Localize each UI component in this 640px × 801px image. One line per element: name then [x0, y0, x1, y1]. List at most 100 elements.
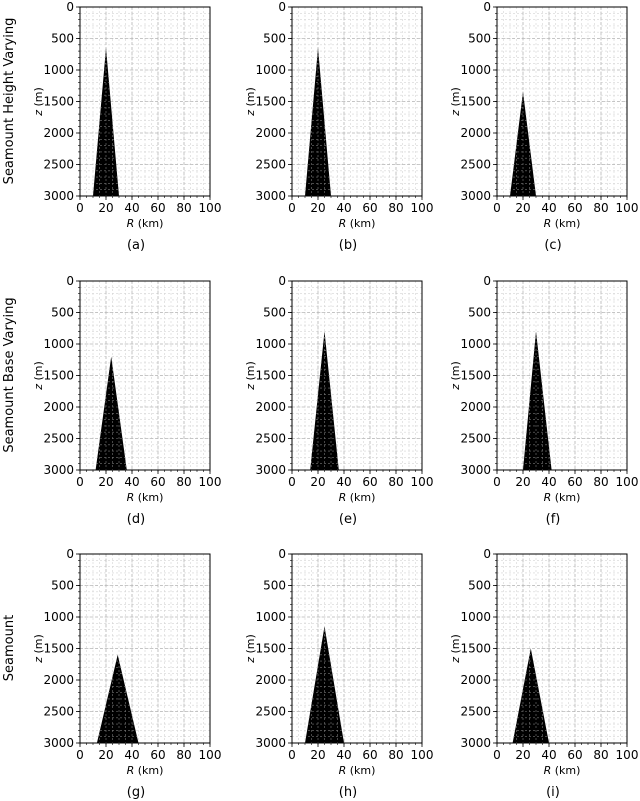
x-tick-label: 100	[616, 475, 639, 489]
y-tick-label: 500	[51, 306, 74, 320]
y-tick-label: 3000	[255, 736, 286, 750]
y-tick-label: 1000	[255, 337, 286, 351]
y-tick-label: 0	[483, 547, 491, 561]
x-tick-label: 20	[310, 748, 325, 762]
y-tick-label: 0	[66, 547, 74, 561]
x-tick-label: 0	[76, 201, 84, 215]
y-axis-label: z (m)	[449, 634, 462, 664]
y-tick-label: 500	[263, 579, 286, 593]
y-tick-label: 2500	[255, 705, 286, 719]
panel-label: (c)	[544, 238, 561, 253]
x-tick-label: 20	[310, 475, 325, 489]
y-tick-label: 500	[468, 306, 491, 320]
x-tick-label: 40	[336, 748, 351, 762]
y-tick-label: 1000	[255, 610, 286, 624]
y-axis-label-symbol: z	[449, 384, 462, 391]
x-axis-label: R (km)	[127, 217, 164, 230]
x-tick-label: 40	[541, 201, 556, 215]
x-axis-label-unit: (km)	[551, 217, 580, 230]
x-tick-label: 20	[515, 748, 530, 762]
x-axis-label-symbol: R	[127, 491, 135, 504]
y-tick-label: 3000	[43, 189, 74, 203]
panel-label: (d)	[127, 512, 145, 527]
y-tick-label: 0	[66, 274, 74, 288]
seamount-shape	[93, 47, 119, 197]
x-tick-label: 80	[388, 748, 403, 762]
x-tick-label: 20	[98, 475, 113, 489]
x-tick-label: 60	[567, 475, 582, 489]
x-tick-label: 40	[124, 475, 139, 489]
y-tick-label: 0	[483, 0, 491, 14]
y-tick-label: 1500	[255, 95, 286, 109]
x-tick-label: 20	[310, 201, 325, 215]
y-axis-label-unit: (m)	[449, 87, 462, 110]
y-tick-label: 2000	[460, 400, 491, 414]
x-tick-label: 100	[411, 748, 434, 762]
x-tick-label: 80	[593, 201, 608, 215]
seamount-shape	[512, 648, 549, 743]
y-tick-label: 500	[263, 32, 286, 46]
y-tick-label: 1500	[43, 642, 74, 656]
x-tick-label: 20	[98, 201, 113, 215]
x-tick-label: 20	[515, 475, 530, 489]
x-tick-label: 20	[98, 748, 113, 762]
y-tick-label: 1500	[460, 95, 491, 109]
x-tick-label: 0	[493, 748, 501, 762]
y-tick-label: 3000	[255, 463, 286, 477]
x-axis-label: R (km)	[544, 764, 581, 777]
y-tick-label: 0	[278, 274, 286, 288]
panel-label: (g)	[127, 785, 145, 800]
x-tick-label: 80	[388, 475, 403, 489]
x-axis-label: R (km)	[339, 491, 376, 504]
x-tick-label: 0	[288, 748, 296, 762]
y-axis-label: z (m)	[244, 87, 257, 117]
y-axis-label-unit: (m)	[32, 361, 45, 384]
x-tick-label: 0	[493, 475, 501, 489]
y-tick-label: 1500	[255, 369, 286, 383]
y-tick-label: 500	[51, 579, 74, 593]
y-axis-label: z (m)	[32, 634, 45, 664]
x-tick-label: 60	[362, 475, 377, 489]
y-tick-label: 3000	[43, 736, 74, 750]
x-tick-label: 40	[541, 748, 556, 762]
x-axis-label-unit: (km)	[346, 764, 375, 777]
y-axis-label-unit: (m)	[32, 87, 45, 110]
y-tick-label: 3000	[460, 736, 491, 750]
x-axis-label-symbol: R	[339, 764, 347, 777]
x-tick-label: 40	[541, 475, 556, 489]
x-axis-label-unit: (km)	[346, 491, 375, 504]
x-axis-label: R (km)	[339, 764, 376, 777]
x-axis-label-symbol: R	[339, 491, 347, 504]
y-tick-label: 2000	[255, 673, 286, 687]
y-tick-label: 2500	[460, 432, 491, 446]
x-tick-label: 60	[567, 748, 582, 762]
x-tick-label: 60	[150, 748, 165, 762]
y-axis-label-symbol: z	[32, 657, 45, 664]
x-tick-label: 60	[150, 475, 165, 489]
panel-label: (b)	[339, 238, 357, 253]
x-axis-label: R (km)	[339, 217, 376, 230]
y-tick-label: 2500	[43, 705, 74, 719]
x-tick-label: 0	[288, 475, 296, 489]
y-tick-label: 2500	[460, 158, 491, 172]
y-axis-label-symbol: z	[244, 657, 257, 664]
y-tick-label: 1500	[255, 642, 286, 656]
y-tick-label: 1500	[460, 642, 491, 656]
y-tick-label: 500	[51, 32, 74, 46]
y-tick-label: 1500	[43, 369, 74, 383]
seamount-shape	[305, 626, 344, 743]
x-tick-label: 0	[76, 475, 84, 489]
row-label-base-varying: Seamount Base Varying	[2, 297, 17, 452]
x-tick-label: 80	[176, 201, 191, 215]
x-axis-label-unit: (km)	[551, 491, 580, 504]
y-tick-label: 3000	[43, 463, 74, 477]
y-tick-label: 2500	[43, 158, 74, 172]
y-tick-label: 1500	[43, 95, 74, 109]
x-tick-label: 40	[124, 201, 139, 215]
